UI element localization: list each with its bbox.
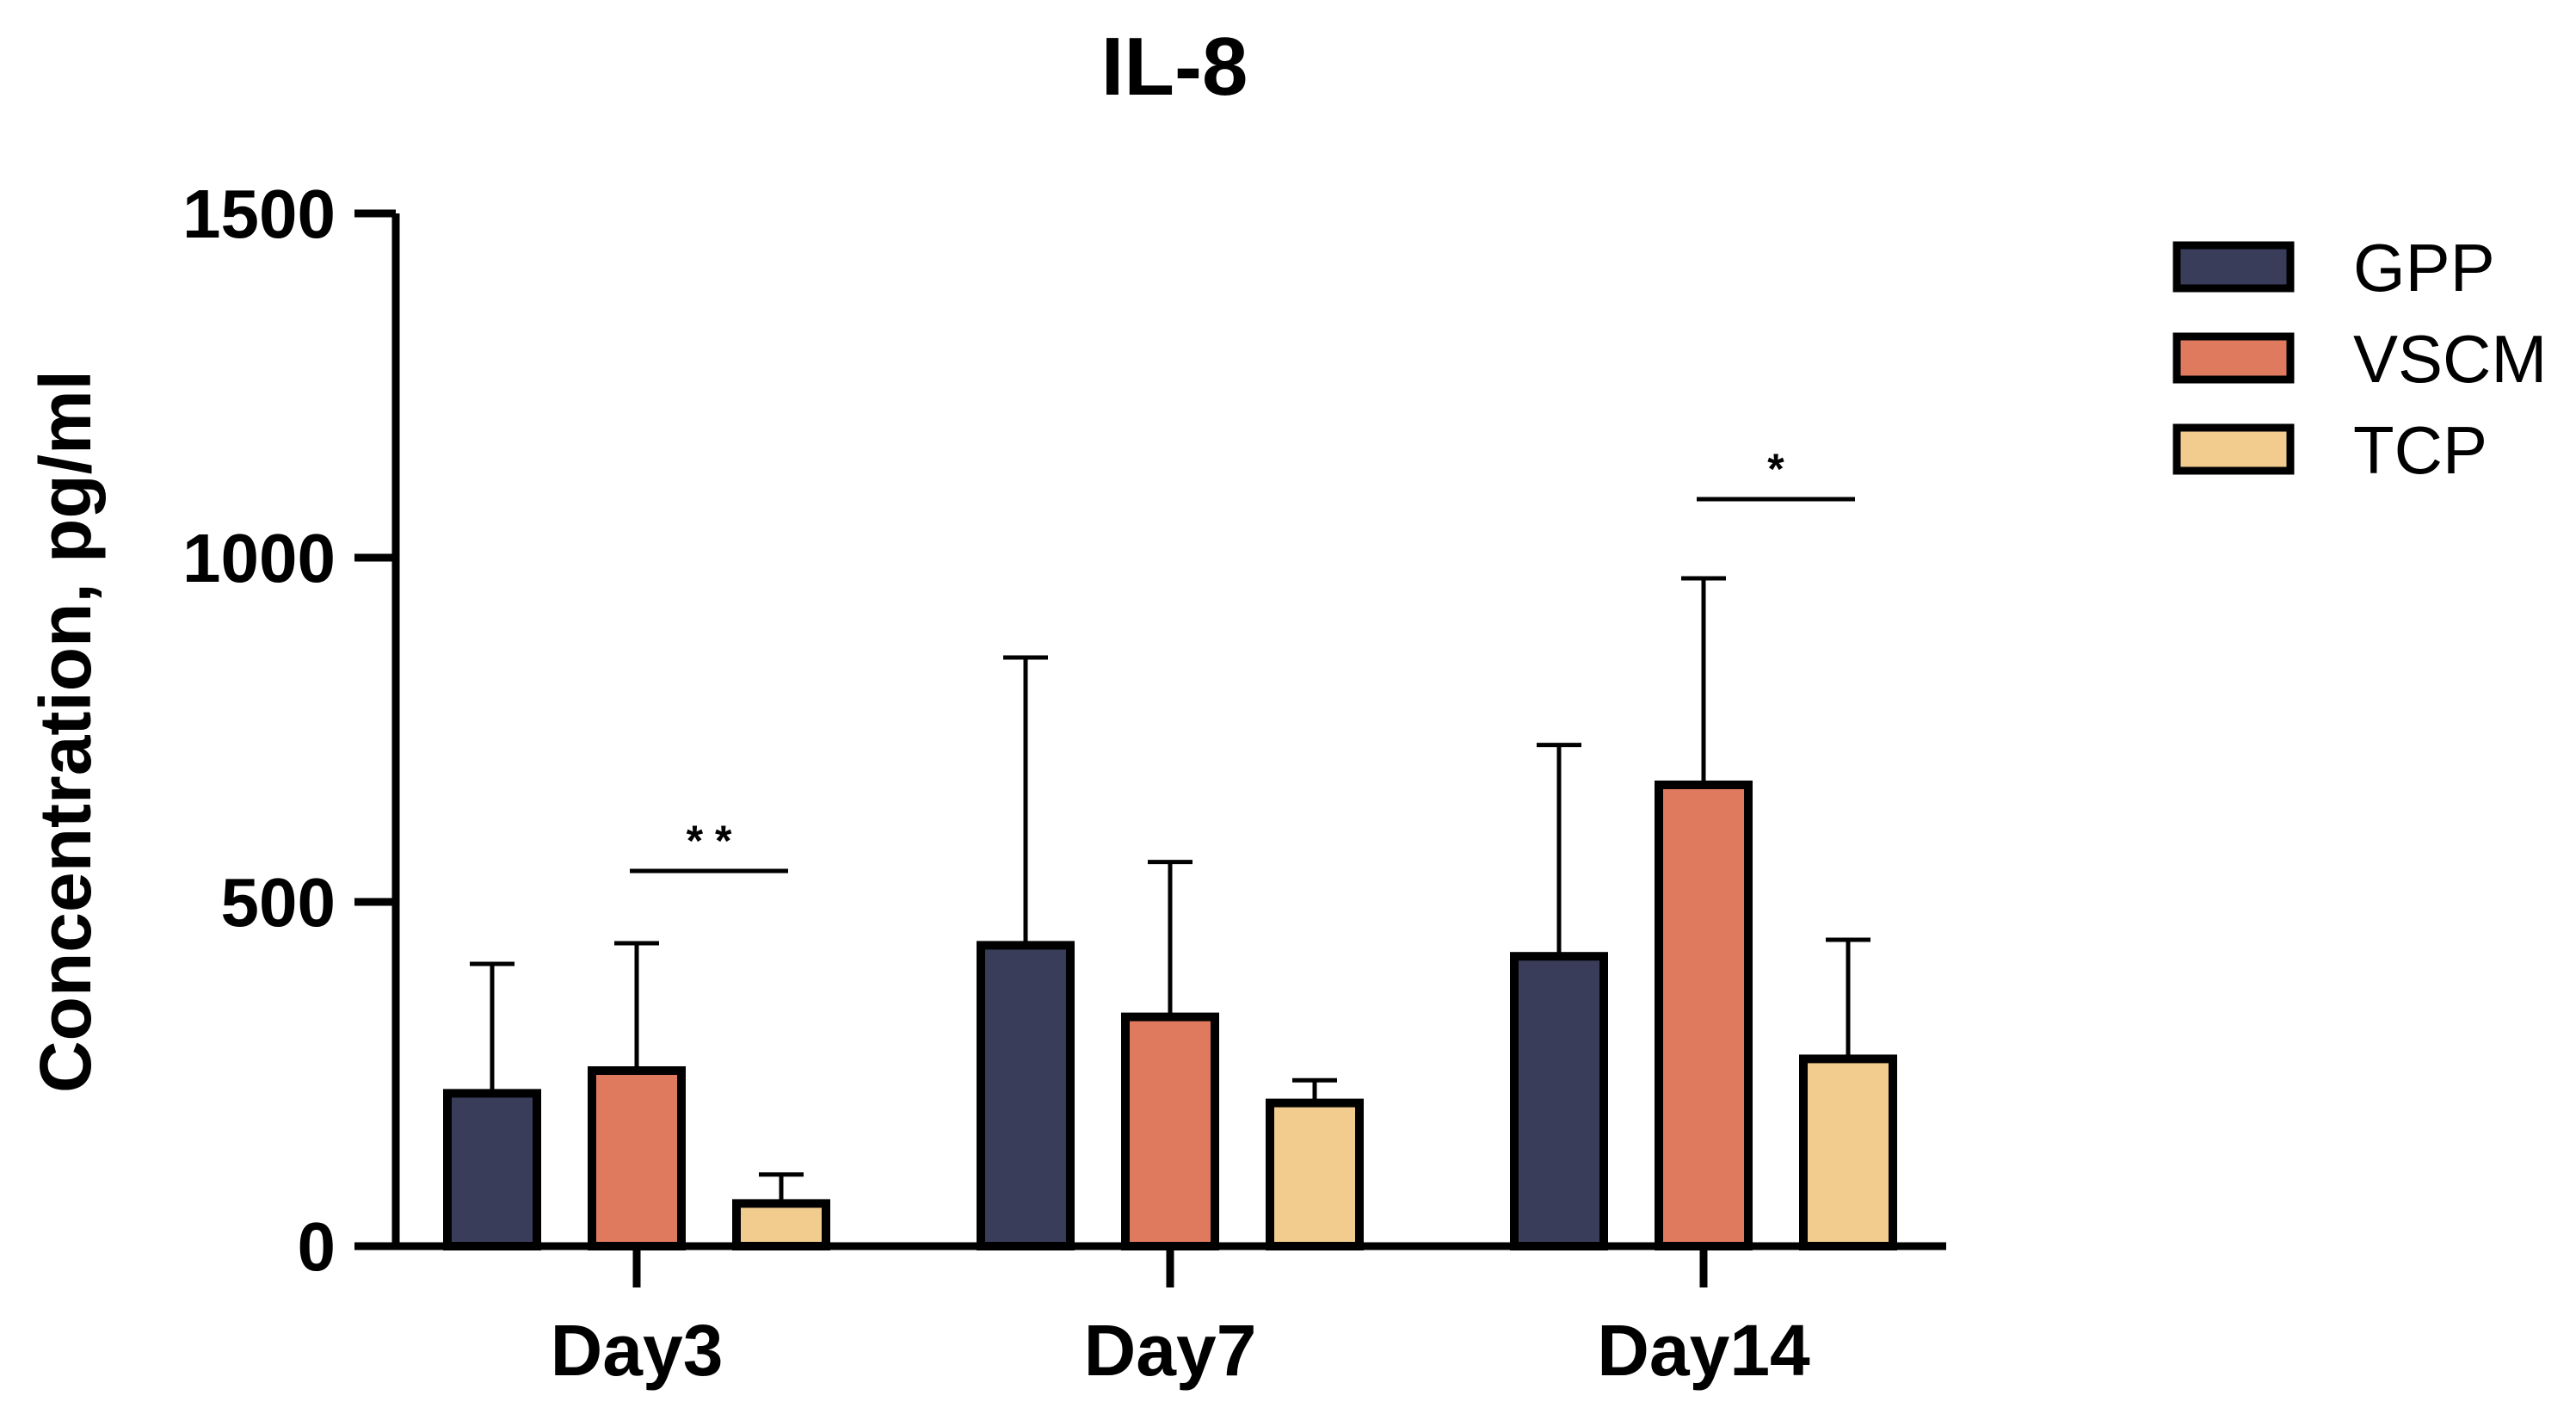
bar-gpp-day7 — [977, 941, 1075, 1251]
bar-gpp-day3 — [443, 1089, 541, 1251]
y-tick-label: 1000 — [182, 520, 336, 596]
bar-vscm-day7 — [1121, 1012, 1219, 1250]
legend-swatch-tcp — [2172, 423, 2295, 475]
x-tick-label: Day7 — [1084, 1310, 1257, 1391]
legend-swatch-gpp — [2172, 241, 2295, 293]
plot-area: 0 500 1000 1500 Day3 Day7 Day14 * * * — [182, 176, 1946, 1391]
bar-gpp-day14 — [1510, 952, 1608, 1250]
y-tick-label: 0 — [298, 1208, 336, 1285]
y-tick-label: 1500 — [182, 176, 336, 252]
x-tick-label: Day14 — [1597, 1310, 1810, 1391]
legend: GPP VSCM TCP — [2172, 230, 2547, 488]
significance-label: * * — [687, 817, 732, 865]
bar-vscm-day3 — [588, 1066, 686, 1250]
legend-label-tcp: TCP — [2353, 412, 2487, 488]
legend-label-gpp: GPP — [2353, 230, 2495, 306]
bar-tcp-day7 — [1266, 1098, 1364, 1250]
chart-title: IL-8 — [1101, 21, 1248, 113]
x-tick-label: Day3 — [551, 1310, 724, 1391]
significance-label: * — [1767, 445, 1784, 493]
y-axis-label: Concentration, pg/ml — [25, 370, 106, 1093]
bar-tcp-day14 — [1799, 1054, 1897, 1251]
legend-label-vscm: VSCM — [2353, 321, 2547, 397]
bar-vscm-day14 — [1655, 781, 1753, 1250]
legend-swatch-vscm — [2172, 332, 2295, 384]
bar-tcp-day3 — [732, 1199, 830, 1251]
y-tick-label: 500 — [221, 864, 336, 941]
